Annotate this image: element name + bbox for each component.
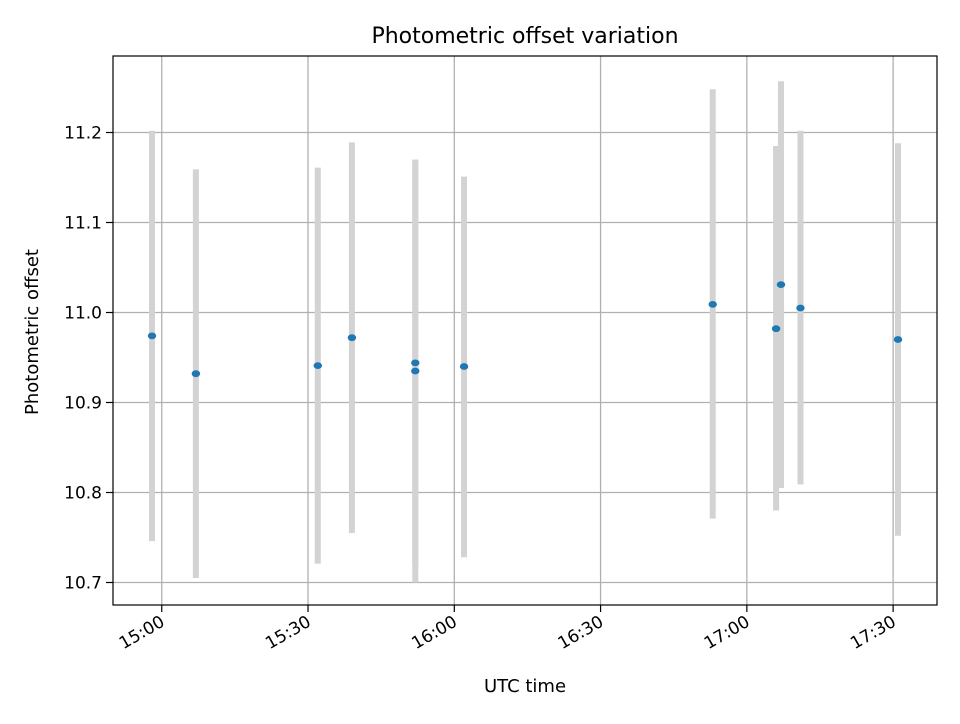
y-tick-label: 11.0	[64, 304, 102, 324]
y-tick-label: 11.2	[64, 124, 102, 144]
y-axis-label: Photometric offset	[22, 249, 43, 415]
data-point	[411, 367, 420, 375]
data-point	[893, 336, 903, 343]
data-point	[776, 281, 786, 288]
y-axis-ticks: 10.7 10.8 10.9 11.0 11.1 11.2	[64, 124, 113, 594]
data-point	[796, 304, 805, 312]
data-points	[147, 281, 903, 378]
data-point	[708, 301, 717, 308]
y-tick-label: 10.8	[64, 484, 102, 504]
y-tick-label: 11.1	[64, 214, 102, 234]
data-point	[459, 363, 469, 370]
data-point	[191, 370, 201, 378]
data-point	[313, 362, 322, 369]
x-axis-label: UTC time	[484, 676, 566, 697]
y-tick-label: 10.7	[64, 574, 102, 594]
data-point	[347, 334, 357, 342]
y-tick-label: 10.9	[64, 394, 102, 414]
data-point	[411, 359, 420, 367]
data-point	[147, 332, 157, 340]
plot-area-frame	[112, 55, 938, 606]
data-point	[771, 325, 781, 333]
chart-title: Photometric offset variation	[371, 24, 678, 49]
